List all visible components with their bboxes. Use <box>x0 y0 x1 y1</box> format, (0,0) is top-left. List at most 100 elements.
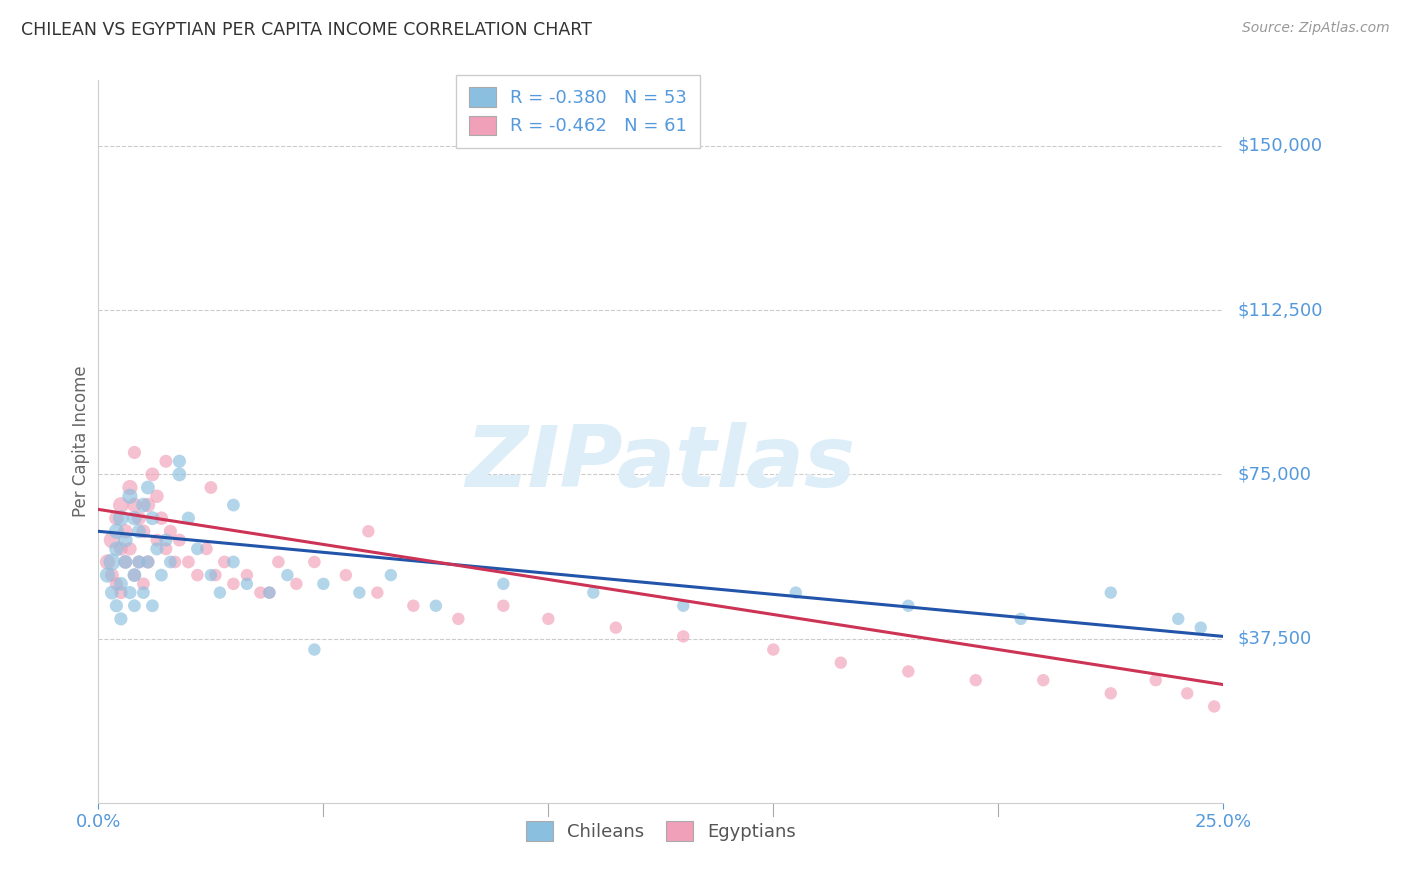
Point <box>150 568 173 582</box>
Point <box>312 577 335 591</box>
Point <box>236 577 259 591</box>
Point <box>159 524 181 539</box>
Point <box>150 511 173 525</box>
Point <box>762 642 785 657</box>
Point <box>128 524 150 539</box>
Point <box>136 498 159 512</box>
Point <box>304 642 326 657</box>
Point <box>169 454 191 468</box>
Point <box>177 555 200 569</box>
Point <box>101 585 124 599</box>
Point <box>222 555 245 569</box>
Point <box>200 568 222 582</box>
Point <box>1010 612 1032 626</box>
Point <box>492 599 515 613</box>
Point <box>897 665 920 679</box>
Point <box>537 612 560 626</box>
Point <box>118 481 141 495</box>
Point <box>349 585 371 599</box>
Point <box>672 599 695 613</box>
Point <box>128 511 150 525</box>
Point <box>132 585 155 599</box>
Text: $37,500: $37,500 <box>1237 630 1312 648</box>
Point <box>114 555 136 569</box>
Point <box>124 568 146 582</box>
Point <box>110 612 132 626</box>
Point <box>222 498 245 512</box>
Point <box>249 585 271 599</box>
Point <box>1032 673 1054 688</box>
Point <box>267 555 290 569</box>
Point <box>110 498 132 512</box>
Point <box>897 599 920 613</box>
Point <box>304 555 326 569</box>
Point <box>146 541 169 556</box>
Point <box>101 568 124 582</box>
Point <box>132 577 155 591</box>
Text: $75,000: $75,000 <box>1237 466 1312 483</box>
Point <box>146 489 169 503</box>
Point <box>141 467 163 482</box>
Point <box>222 577 245 591</box>
Point <box>105 541 128 556</box>
Point <box>105 524 128 539</box>
Point <box>124 568 146 582</box>
Point <box>1189 621 1212 635</box>
Point <box>118 541 141 556</box>
Point <box>169 533 191 547</box>
Point <box>1144 673 1167 688</box>
Point <box>118 489 141 503</box>
Point <box>141 511 163 525</box>
Point <box>146 533 169 547</box>
Point <box>830 656 852 670</box>
Point <box>155 541 177 556</box>
Point <box>582 585 605 599</box>
Text: ZIPatlas: ZIPatlas <box>465 422 856 505</box>
Point <box>159 555 181 569</box>
Point <box>124 445 146 459</box>
Point <box>492 577 515 591</box>
Point <box>118 585 141 599</box>
Point <box>208 585 231 599</box>
Point <box>200 481 222 495</box>
Point <box>785 585 807 599</box>
Point <box>1175 686 1198 700</box>
Point <box>276 568 298 582</box>
Point <box>110 511 132 525</box>
Text: Source: ZipAtlas.com: Source: ZipAtlas.com <box>1241 21 1389 35</box>
Point <box>672 629 695 643</box>
Point <box>1204 699 1226 714</box>
Text: CHILEAN VS EGYPTIAN PER CAPITA INCOME CORRELATION CHART: CHILEAN VS EGYPTIAN PER CAPITA INCOME CO… <box>21 21 592 38</box>
Point <box>177 511 200 525</box>
Text: $150,000: $150,000 <box>1237 137 1322 155</box>
Point <box>1099 686 1122 700</box>
Point <box>141 599 163 613</box>
Point <box>366 585 388 599</box>
Point <box>105 577 128 591</box>
Point <box>447 612 470 626</box>
Point <box>155 454 177 468</box>
Point <box>114 524 136 539</box>
Point <box>105 599 128 613</box>
Point <box>1167 612 1189 626</box>
Point <box>965 673 987 688</box>
Point <box>128 555 150 569</box>
Point <box>380 568 402 582</box>
Point <box>124 511 146 525</box>
Text: $112,500: $112,500 <box>1237 301 1323 319</box>
Point <box>425 599 447 613</box>
Point <box>132 524 155 539</box>
Point <box>128 555 150 569</box>
Point <box>124 599 146 613</box>
Point <box>136 555 159 569</box>
Point <box>259 585 281 599</box>
Point <box>259 585 281 599</box>
Point <box>214 555 236 569</box>
Point <box>186 541 208 556</box>
Point <box>136 481 159 495</box>
Point <box>285 577 308 591</box>
Point <box>186 568 208 582</box>
Point <box>335 568 357 582</box>
Point <box>101 533 124 547</box>
Point <box>155 533 177 547</box>
